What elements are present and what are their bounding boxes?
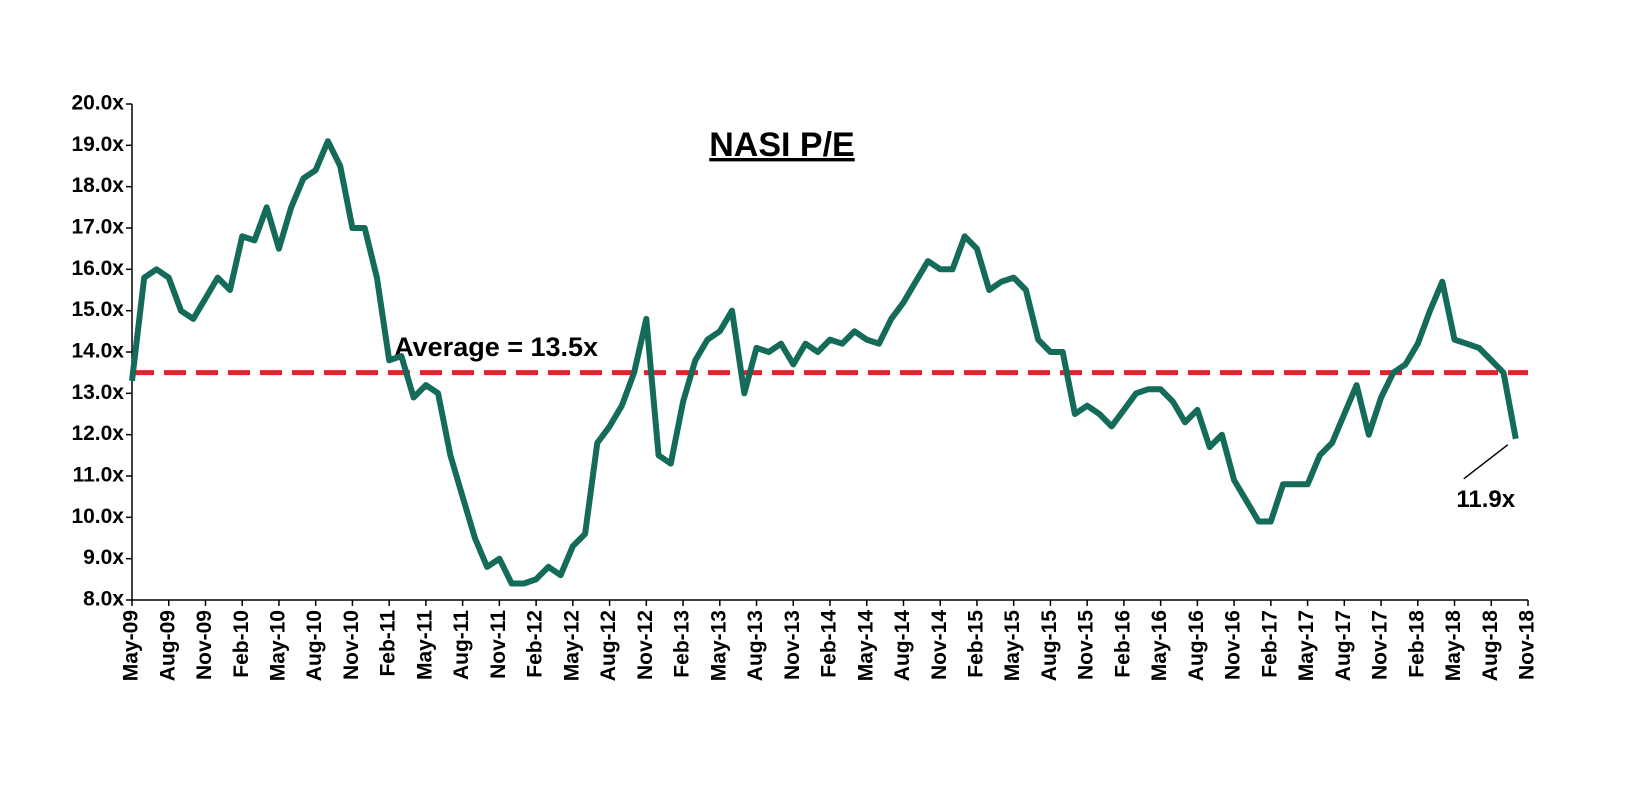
y-tick-label: 12.0x	[71, 422, 124, 445]
x-tick-label: Feb-18	[1405, 610, 1428, 678]
x-tick-label: May-18	[1442, 610, 1465, 682]
x-tick-label: Nov-12	[634, 610, 657, 680]
x-tick-label: Nov-14	[928, 610, 951, 680]
x-tick-label: Aug-14	[891, 610, 914, 681]
x-tick-label: Aug-16	[1185, 610, 1208, 681]
x-tick-label: Feb-11	[377, 610, 400, 677]
x-tick-label: Nov-09	[193, 610, 216, 680]
x-tick-label: May-14	[854, 610, 877, 682]
x-tick-label: Nov-11	[487, 610, 510, 679]
x-tick-label: May-15	[1001, 610, 1024, 682]
y-tick-label: 13.0x	[71, 381, 124, 404]
x-tick-label: Feb-10	[230, 610, 253, 678]
x-tick-label: Nov-18	[1516, 610, 1539, 680]
y-tick-label: 18.0x	[71, 174, 124, 197]
y-tick-label: 8.0x	[83, 588, 124, 611]
x-tick-label: Feb-15	[964, 610, 987, 678]
x-tick-label: Nov-13	[781, 610, 804, 680]
x-tick-label: May-09	[120, 610, 143, 681]
x-tick-label: Feb-14	[818, 610, 841, 678]
average-label: Average = 13.5x	[394, 332, 598, 362]
end-label: 11.9x	[1456, 486, 1515, 513]
x-tick-label: Aug-09	[156, 610, 179, 681]
x-tick-label: May-16	[1148, 610, 1171, 681]
chart-title: NASI P/E	[709, 126, 854, 164]
x-tick-label: Aug-17	[1332, 610, 1355, 681]
y-tick-label: 9.0x	[83, 546, 124, 569]
x-tick-label: Feb-13	[671, 610, 694, 678]
x-tick-label: Nov-17	[1369, 610, 1392, 680]
y-tick-label: 15.0x	[71, 298, 124, 321]
x-tick-label: Aug-13	[744, 610, 767, 681]
y-tick-label: 14.0x	[71, 340, 124, 363]
x-tick-label: Aug-12	[597, 610, 620, 681]
x-tick-label: Feb-16	[1111, 610, 1134, 678]
x-tick-label: Feb-12	[524, 610, 547, 678]
y-tick-label: 11.0x	[73, 464, 125, 487]
x-tick-label: Aug-15	[1038, 610, 1061, 681]
x-tick-label: Aug-10	[303, 610, 326, 681]
x-tick-label: Nov-10	[340, 610, 363, 680]
x-tick-label: Nov-15	[1075, 610, 1098, 680]
x-tick-label: May-11	[413, 610, 436, 680]
line-series	[129, 138, 1519, 587]
x-tick-label: May-12	[560, 610, 583, 681]
x-tick-label: Aug-18	[1479, 610, 1502, 681]
end-label-leader	[1463, 444, 1509, 480]
y-tick-label: 17.0x	[71, 216, 124, 239]
y-tick-label: 10.0x	[71, 505, 124, 528]
x-tick-label: Feb-17	[1258, 610, 1281, 678]
y-tick-label: 20.0x	[71, 92, 124, 115]
x-tick-label: May-10	[266, 610, 289, 681]
y-tick-label: 16.0x	[71, 257, 124, 280]
x-tick-label: Aug-11	[450, 610, 473, 680]
x-tick-label: Nov-16	[1222, 610, 1245, 680]
x-tick-label: May-17	[1295, 610, 1318, 681]
x-tick-label: May-13	[707, 610, 730, 681]
y-tick-label: 19.0x	[71, 133, 124, 156]
